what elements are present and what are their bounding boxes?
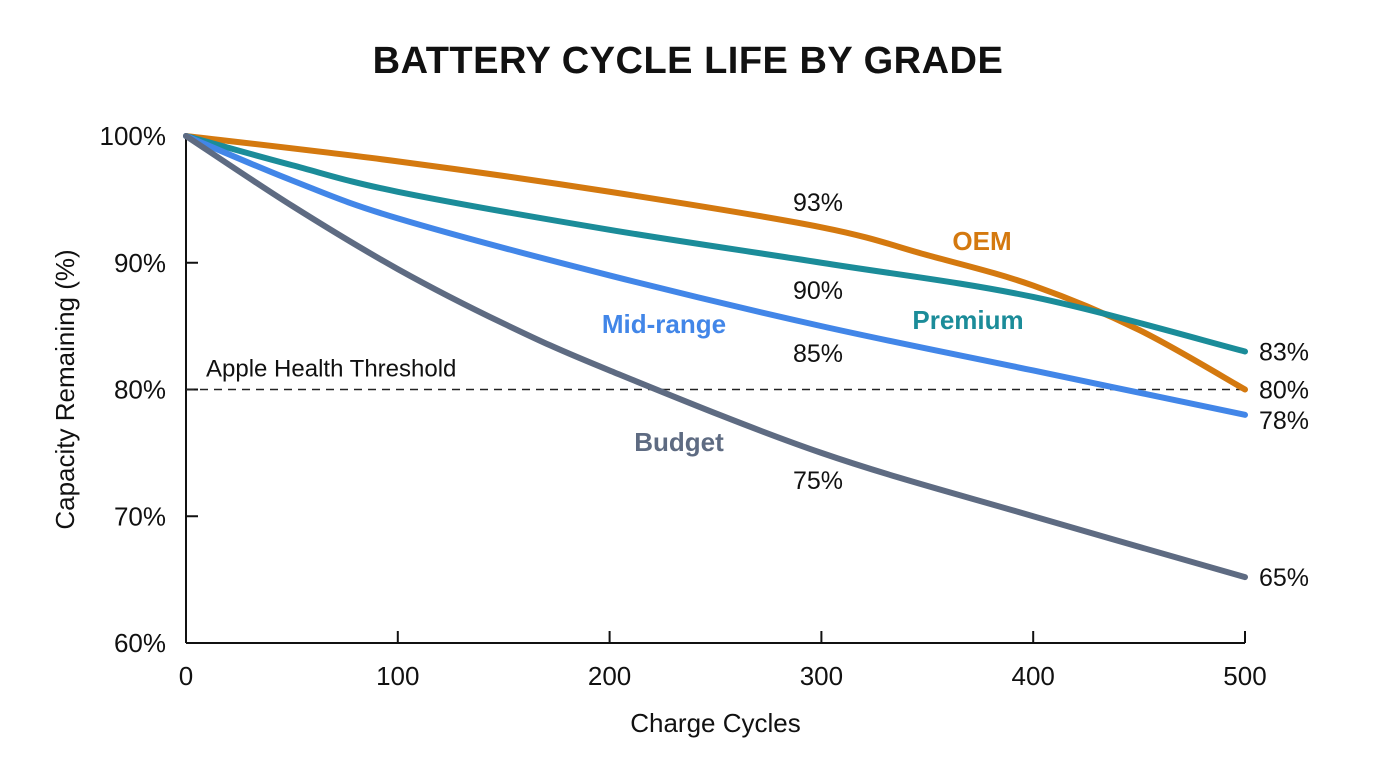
threshold-label: Apple Health Threshold (206, 356, 456, 383)
y-tick-label: 100% (100, 121, 167, 151)
series-name-premium: Premium (912, 305, 1023, 335)
series-line-oem (183, 133, 1248, 393)
series-line-budget (183, 133, 1248, 581)
x-tick-label: 400 (1012, 661, 1055, 691)
chart-title: BATTERY CYCLE LIFE BY GRADE (372, 40, 1004, 82)
series-name-budget: Budget (634, 427, 724, 457)
x-tick-label: 100 (376, 661, 419, 691)
x-tick-label: 0 (179, 661, 193, 691)
x-tick-label: 500 (1223, 661, 1266, 691)
y-tick-label: 60% (114, 628, 166, 658)
data-label-mid-premium: 90% (793, 277, 843, 305)
data-label-mid-oem: 93% (793, 189, 843, 217)
x-tick-label: 200 (588, 661, 631, 691)
data-label-end-mid-range: 78% (1259, 407, 1309, 435)
y-tick-label: 70% (114, 501, 166, 531)
data-label-mid-budget: 75% (793, 467, 843, 495)
y-axis-label: Capacity Remaining (%) (50, 249, 80, 529)
series-name-oem: OEM (952, 226, 1011, 256)
x-axis-label: Charge Cycles (630, 708, 801, 738)
y-tick-label: 90% (114, 248, 166, 278)
data-label-end-oem: 80% (1259, 377, 1309, 405)
data-label-end-premium: 83% (1259, 338, 1309, 366)
data-label-end-budget: 65% (1259, 564, 1309, 592)
x-tick-label: 300 (800, 661, 843, 691)
y-tick-label: 80% (114, 375, 166, 405)
series-line-mid-range (183, 133, 1248, 418)
data-label-mid-mid-range: 85% (793, 340, 843, 368)
series-name-mid-range: Mid-range (602, 309, 726, 339)
series-line-premium (183, 133, 1248, 355)
